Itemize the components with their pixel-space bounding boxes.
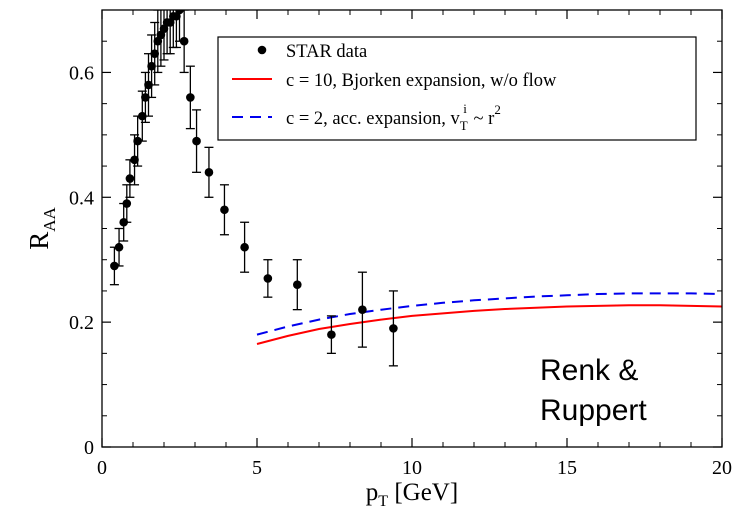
data-point [327, 330, 336, 339]
series-layer [109, 10, 722, 367]
data-point [192, 136, 201, 146]
data-point [110, 261, 119, 271]
data-point [147, 61, 156, 71]
y-tick-label: 0.4 [69, 187, 94, 209]
data-point [389, 324, 398, 333]
x-tick-label: 0 [97, 457, 107, 479]
legend-box [217, 36, 697, 141]
data-point [141, 93, 150, 102]
data-point [133, 136, 142, 146]
annotation: Renk & Ruppert [540, 354, 647, 427]
data-point [358, 305, 367, 314]
x-tick-label: 10 [402, 457, 422, 479]
data-point [125, 174, 135, 183]
axes-layer: 0 5 10 15 20 0 0.2 0.4 0.6 pT [GeV] RAA [24, 9, 732, 508]
data-point [263, 274, 273, 283]
x-tick-label: 15 [557, 457, 577, 479]
legend-label-0: STAR data [286, 42, 367, 62]
data-point [175, 10, 184, 15]
data-point [114, 242, 124, 252]
data-point [240, 242, 249, 252]
data-point [138, 111, 147, 121]
data-point [130, 155, 139, 165]
data-point [144, 80, 153, 90]
legend-marker-dot [257, 45, 267, 55]
y-tick-label: 0.2 [69, 312, 94, 334]
legend: STAR data c = 10, Bjorken expansion, w/o … [217, 36, 697, 141]
legend-label-1: c = 10, Bjorken expansion, w/o flow [286, 71, 557, 91]
data-point [186, 93, 195, 102]
x-axis-label: pT [GeV] [366, 479, 458, 508]
y-axis-label: RAA [24, 206, 59, 249]
x-tick-label: 20 [712, 457, 732, 479]
y-tick-label: 0.6 [69, 62, 94, 84]
data-point [150, 49, 159, 58]
annotation-line-1: Ruppert [540, 394, 647, 427]
y-tick-label: 0 [84, 437, 94, 459]
legend-label-2: c = 2, acc. expansion, vTi ~ r2 [286, 101, 501, 133]
series-line-1 [256, 304, 722, 345]
data-point [122, 199, 132, 208]
data-point [179, 36, 189, 46]
x-tick-label: 5 [252, 457, 262, 479]
series-line-2 [256, 292, 722, 336]
data-point [220, 205, 229, 215]
data-point [204, 168, 214, 177]
data-point [293, 280, 302, 289]
annotation-line-0: Renk & [540, 354, 638, 387]
